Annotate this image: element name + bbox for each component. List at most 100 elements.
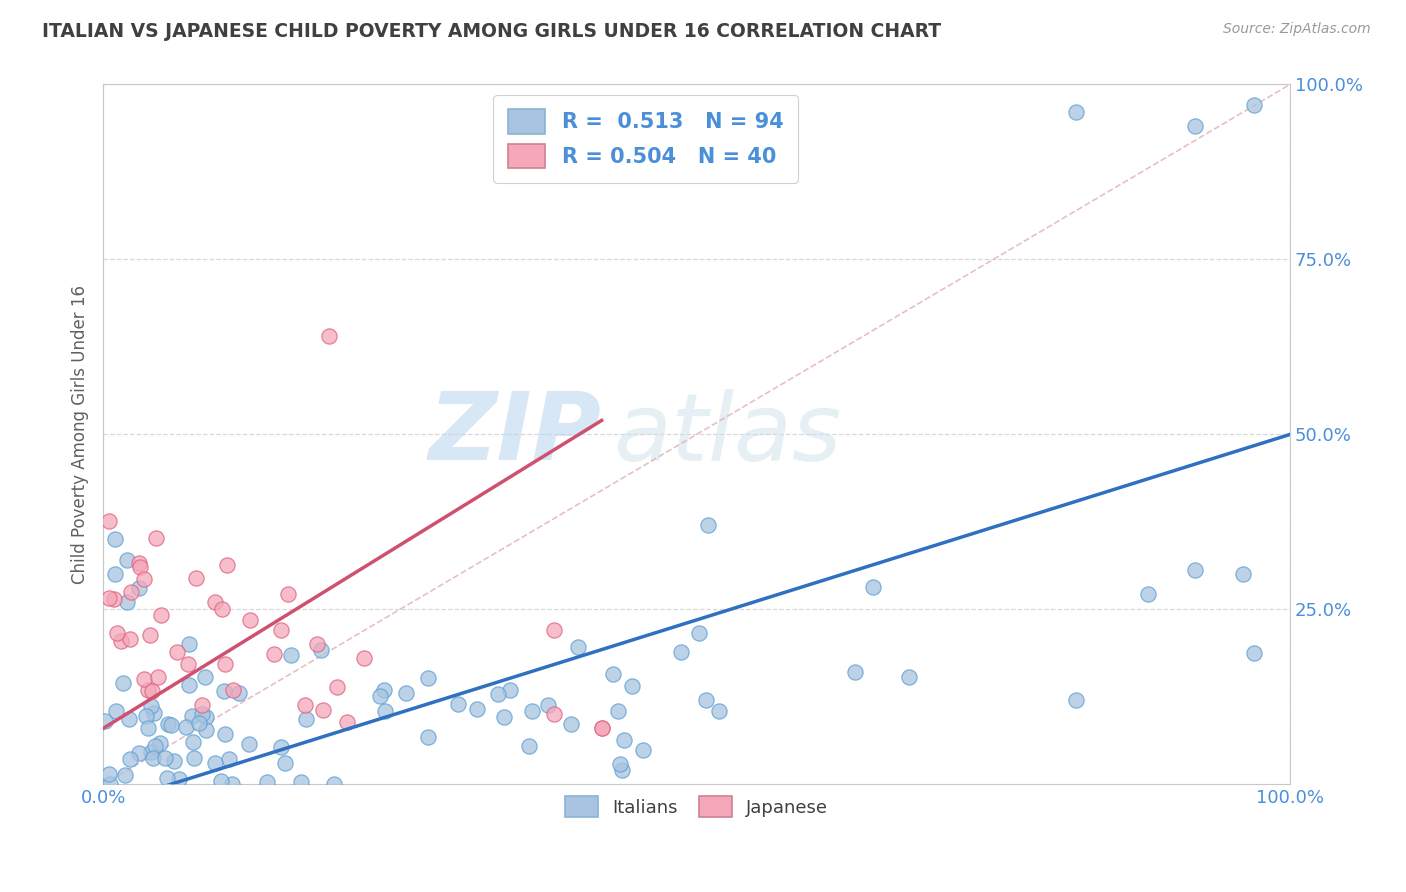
Point <box>128 556 150 570</box>
Text: Source: ZipAtlas.com: Source: ZipAtlas.com <box>1223 22 1371 37</box>
Point <box>394 686 416 700</box>
Point <box>217 558 239 573</box>
Point <box>103 592 125 607</box>
Point <box>263 647 285 661</box>
Point <box>602 666 624 681</box>
Point <box>143 706 166 720</box>
Point <box>155 751 177 765</box>
Point <box>368 690 391 704</box>
Point <box>1136 587 1159 601</box>
Point <box>134 573 156 587</box>
Point <box>194 671 217 685</box>
Point <box>156 771 179 785</box>
Point <box>228 686 250 700</box>
Point <box>294 698 316 713</box>
Point <box>517 739 540 754</box>
Point <box>184 570 207 584</box>
Point <box>418 730 440 744</box>
Point <box>416 671 439 685</box>
Point <box>150 608 173 623</box>
Point <box>1184 563 1206 577</box>
Point <box>897 670 920 684</box>
Point <box>145 531 167 545</box>
Point <box>107 626 129 640</box>
Point <box>139 745 162 759</box>
Point <box>1066 693 1088 707</box>
Text: ITALIAN VS JAPANESE CHILD POVERTY AMONG GIRLS UNDER 16 CORRELATION CHART: ITALIAN VS JAPANESE CHILD POVERTY AMONG … <box>42 22 941 41</box>
Point <box>591 722 613 736</box>
Point <box>621 679 644 693</box>
Point <box>277 587 299 601</box>
Point <box>104 567 127 582</box>
Point <box>567 640 589 654</box>
Point <box>222 682 245 697</box>
Point <box>326 680 349 694</box>
Point <box>218 751 240 765</box>
Point <box>486 687 509 701</box>
Point <box>290 775 312 789</box>
Point <box>669 645 692 659</box>
Point <box>191 706 214 721</box>
Point <box>114 768 136 782</box>
Point <box>318 329 340 343</box>
Point <box>353 651 375 665</box>
Point <box>183 751 205 765</box>
Point <box>447 697 470 711</box>
Point <box>135 709 157 723</box>
Point <box>707 705 730 719</box>
Point <box>179 637 201 651</box>
Point <box>146 670 169 684</box>
Point <box>498 682 520 697</box>
Point <box>209 773 232 788</box>
Point <box>156 717 179 731</box>
Point <box>128 747 150 761</box>
Point <box>631 743 654 757</box>
Point <box>862 580 884 594</box>
Point <box>177 657 200 671</box>
Point <box>104 705 127 719</box>
Point <box>136 683 159 698</box>
Point <box>221 777 243 791</box>
Point <box>195 710 218 724</box>
Point <box>305 637 328 651</box>
Point <box>522 704 544 718</box>
Point <box>373 682 395 697</box>
Point <box>322 777 344 791</box>
Point <box>129 560 152 574</box>
Point <box>187 715 209 730</box>
Point <box>98 777 121 791</box>
Point <box>115 553 138 567</box>
Point <box>688 626 710 640</box>
Point <box>179 678 201 692</box>
Point <box>270 739 292 754</box>
Point <box>112 675 135 690</box>
Point <box>143 739 166 753</box>
Point <box>139 627 162 641</box>
Point <box>591 722 613 736</box>
Point <box>110 633 132 648</box>
Point <box>204 595 226 609</box>
Point <box>190 698 212 713</box>
Point <box>149 736 172 750</box>
Point <box>166 645 188 659</box>
Y-axis label: Child Poverty Among Girls Under 16: Child Poverty Among Girls Under 16 <box>72 285 89 584</box>
Point <box>1243 646 1265 660</box>
Point <box>142 751 165 765</box>
Point <box>274 756 297 771</box>
Point <box>543 707 565 722</box>
Point <box>204 756 226 771</box>
Point <box>115 595 138 609</box>
Text: ZIP: ZIP <box>429 388 602 481</box>
Point <box>94 714 117 728</box>
Point <box>270 624 292 638</box>
Point <box>336 715 359 730</box>
Point <box>543 624 565 638</box>
Point <box>139 699 162 714</box>
Point <box>613 733 636 747</box>
Point <box>1066 105 1088 120</box>
Point <box>609 756 631 771</box>
Point <box>159 718 181 732</box>
Point <box>211 602 233 616</box>
Point <box>104 533 127 547</box>
Point <box>280 648 302 662</box>
